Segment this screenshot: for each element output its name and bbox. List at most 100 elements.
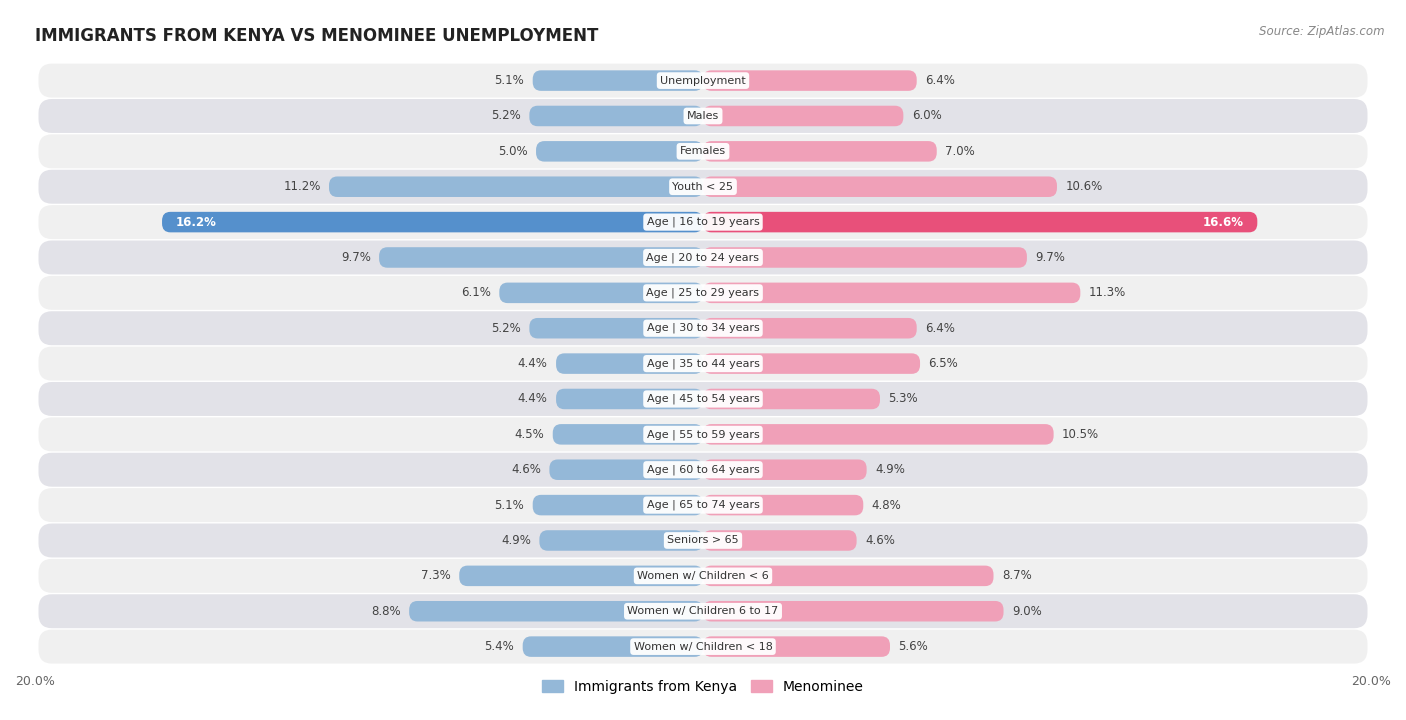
FancyBboxPatch shape [38,346,1368,381]
Text: Age | 45 to 54 years: Age | 45 to 54 years [647,394,759,404]
Text: 16.2%: 16.2% [176,215,217,228]
FancyBboxPatch shape [703,389,880,409]
FancyBboxPatch shape [703,318,917,338]
Text: Women w/ Children 6 to 17: Women w/ Children 6 to 17 [627,606,779,616]
Text: 7.3%: 7.3% [422,570,451,582]
Text: Youth < 25: Youth < 25 [672,181,734,192]
Text: Age | 35 to 44 years: Age | 35 to 44 years [647,359,759,369]
FancyBboxPatch shape [533,71,703,91]
Text: 4.6%: 4.6% [512,463,541,476]
Text: 5.1%: 5.1% [495,499,524,512]
FancyBboxPatch shape [460,566,703,586]
Legend: Immigrants from Kenya, Menominee: Immigrants from Kenya, Menominee [537,674,869,699]
FancyBboxPatch shape [38,418,1368,451]
Text: Age | 16 to 19 years: Age | 16 to 19 years [647,217,759,228]
FancyBboxPatch shape [540,530,703,551]
FancyBboxPatch shape [529,318,703,338]
FancyBboxPatch shape [38,523,1368,557]
FancyBboxPatch shape [409,601,703,621]
FancyBboxPatch shape [162,212,703,233]
Text: 16.6%: 16.6% [1204,215,1244,228]
Text: 8.7%: 8.7% [1002,570,1032,582]
Text: Age | 20 to 24 years: Age | 20 to 24 years [647,252,759,263]
Text: 9.0%: 9.0% [1012,605,1042,618]
Text: 4.8%: 4.8% [872,499,901,512]
Text: 5.6%: 5.6% [898,640,928,653]
Text: 11.2%: 11.2% [283,180,321,193]
Text: Seniors > 65: Seniors > 65 [668,536,738,546]
FancyBboxPatch shape [38,559,1368,593]
FancyBboxPatch shape [703,636,890,657]
FancyBboxPatch shape [38,205,1368,239]
Text: 4.9%: 4.9% [875,463,905,476]
FancyBboxPatch shape [703,424,1053,445]
FancyBboxPatch shape [38,382,1368,416]
FancyBboxPatch shape [38,629,1368,664]
Text: Age | 60 to 64 years: Age | 60 to 64 years [647,464,759,475]
FancyBboxPatch shape [523,636,703,657]
Text: 4.9%: 4.9% [501,534,531,547]
FancyBboxPatch shape [703,601,1004,621]
FancyBboxPatch shape [703,141,936,161]
Text: 9.7%: 9.7% [340,251,371,264]
Text: 10.6%: 10.6% [1066,180,1102,193]
Text: Source: ZipAtlas.com: Source: ZipAtlas.com [1260,25,1385,38]
Text: 6.1%: 6.1% [461,287,491,300]
FancyBboxPatch shape [536,141,703,161]
FancyBboxPatch shape [533,495,703,516]
Text: 5.1%: 5.1% [495,74,524,87]
Text: Age | 30 to 34 years: Age | 30 to 34 years [647,323,759,333]
FancyBboxPatch shape [38,311,1368,345]
Text: 6.4%: 6.4% [925,74,955,87]
FancyBboxPatch shape [380,247,703,268]
Text: IMMIGRANTS FROM KENYA VS MENOMINEE UNEMPLOYMENT: IMMIGRANTS FROM KENYA VS MENOMINEE UNEMP… [35,27,599,45]
Text: 6.0%: 6.0% [911,109,942,122]
Text: 4.6%: 4.6% [865,534,894,547]
Text: 4.5%: 4.5% [515,428,544,441]
FancyBboxPatch shape [703,282,1080,303]
FancyBboxPatch shape [329,176,703,197]
FancyBboxPatch shape [703,566,994,586]
Text: 5.4%: 5.4% [485,640,515,653]
Text: Women w/ Children < 6: Women w/ Children < 6 [637,571,769,581]
Text: 5.3%: 5.3% [889,392,918,405]
FancyBboxPatch shape [703,176,1057,197]
Text: 4.4%: 4.4% [517,392,548,405]
Text: 11.3%: 11.3% [1088,287,1126,300]
FancyBboxPatch shape [550,459,703,480]
FancyBboxPatch shape [703,495,863,516]
Text: 8.8%: 8.8% [371,605,401,618]
FancyBboxPatch shape [38,240,1368,274]
Text: 6.5%: 6.5% [928,357,957,370]
FancyBboxPatch shape [38,99,1368,133]
Text: Women w/ Children < 18: Women w/ Children < 18 [634,642,772,652]
Text: Age | 25 to 29 years: Age | 25 to 29 years [647,287,759,298]
FancyBboxPatch shape [703,247,1026,268]
Text: Males: Males [688,111,718,121]
Text: 6.4%: 6.4% [925,322,955,335]
FancyBboxPatch shape [38,135,1368,168]
Text: Age | 65 to 74 years: Age | 65 to 74 years [647,500,759,510]
Text: 5.2%: 5.2% [491,109,522,122]
FancyBboxPatch shape [38,63,1368,98]
FancyBboxPatch shape [529,106,703,126]
Text: 5.0%: 5.0% [498,145,527,158]
Text: 4.4%: 4.4% [517,357,548,370]
FancyBboxPatch shape [38,594,1368,629]
FancyBboxPatch shape [38,276,1368,310]
FancyBboxPatch shape [38,453,1368,487]
Text: Unemployment: Unemployment [661,76,745,86]
FancyBboxPatch shape [703,530,856,551]
Text: Age | 55 to 59 years: Age | 55 to 59 years [647,429,759,440]
FancyBboxPatch shape [38,170,1368,204]
Text: Females: Females [681,146,725,156]
Text: 9.7%: 9.7% [1035,251,1066,264]
FancyBboxPatch shape [555,389,703,409]
FancyBboxPatch shape [38,488,1368,522]
Text: 10.5%: 10.5% [1062,428,1099,441]
FancyBboxPatch shape [703,71,917,91]
FancyBboxPatch shape [703,459,866,480]
FancyBboxPatch shape [555,354,703,374]
Text: 7.0%: 7.0% [945,145,974,158]
FancyBboxPatch shape [703,354,920,374]
